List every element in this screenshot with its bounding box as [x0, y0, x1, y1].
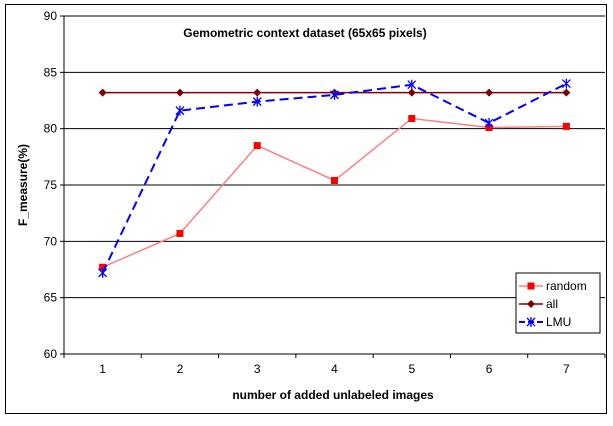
- y-tick-label-65: 65: [44, 291, 58, 305]
- legend-marker-lmu: [526, 317, 536, 327]
- chart-frame: [5, 4, 607, 414]
- y-tick-label-80: 80: [44, 122, 58, 136]
- series-group: [98, 78, 571, 278]
- x-axis-label: number of added unlabeled images: [232, 388, 434, 402]
- data-point-random-4: [331, 176, 338, 184]
- data-point-lmu-3: [252, 96, 262, 107]
- chart-title: Gemometric context dataset (65x65 pixels…: [183, 26, 426, 40]
- data-point-lmu-7: [561, 78, 571, 89]
- data-point-lmu-5: [407, 79, 417, 90]
- data-point-lmu-2: [175, 105, 185, 116]
- x-tick-label-2: 2: [177, 362, 184, 376]
- x-tick-label-4: 4: [331, 362, 338, 376]
- data-point-random-7: [562, 122, 570, 130]
- data-point-all-2: [175, 88, 184, 97]
- legend-marker-random: [527, 282, 535, 290]
- data-point-lmu-6: [484, 118, 494, 129]
- y-tick-label-70: 70: [44, 234, 58, 248]
- data-point-all-3: [253, 88, 262, 97]
- y-tick-label-60: 60: [44, 347, 58, 361]
- legend: random all LMU: [515, 272, 601, 334]
- x-tick-label-5: 5: [408, 362, 415, 376]
- data-point-random-1: [99, 263, 107, 271]
- data-point-random-3: [253, 142, 261, 150]
- data-point-random-5: [408, 115, 416, 123]
- data-point-random-2: [176, 229, 184, 237]
- legend-label-lmu: LMU: [546, 315, 571, 329]
- y-axis-label: F_measure(%): [16, 144, 30, 226]
- x-tick-label-7: 7: [563, 362, 570, 376]
- data-point-all-5: [407, 88, 416, 97]
- data-point-lmu-1: [98, 267, 108, 278]
- data-point-lmu-4: [330, 89, 339, 100]
- legend-label-random: random: [546, 279, 587, 293]
- x-tick-label-3: 3: [254, 362, 261, 376]
- y-tick-label-75: 75: [44, 178, 58, 192]
- y-tick-label-85: 85: [44, 65, 58, 79]
- legend-label-all: all: [546, 297, 558, 311]
- legend-marker-all: [527, 300, 535, 308]
- x-tick-label-6: 6: [486, 362, 493, 376]
- series-lmu: [98, 78, 571, 278]
- gridlines: [64, 15, 605, 299]
- data-point-all-1: [98, 88, 107, 97]
- y-tick-label-90: 90: [44, 9, 58, 23]
- x-tick-label-1: 1: [99, 362, 106, 376]
- axes: 60 65 70 75 80 85 90 1 2 3 4 5 6 7: [44, 9, 606, 376]
- data-point-all-6: [485, 88, 494, 97]
- data-point-all-7: [562, 88, 571, 97]
